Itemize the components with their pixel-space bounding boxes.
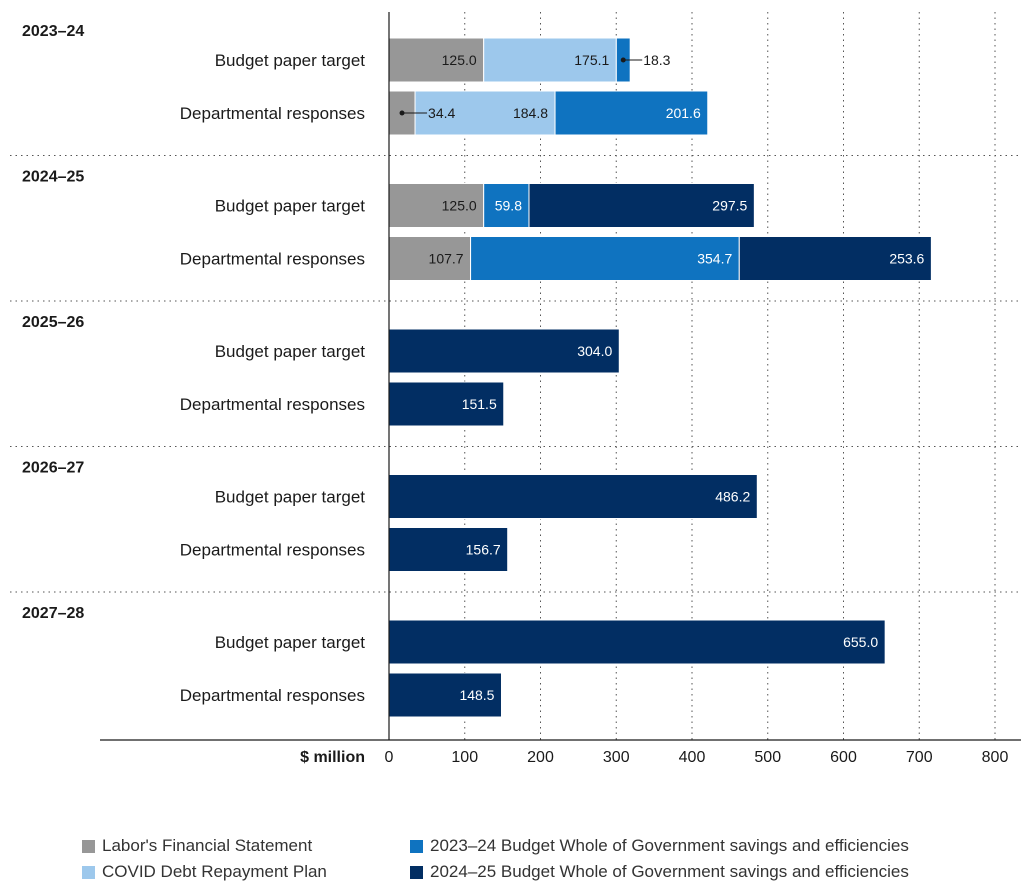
row-label: Budget paper target	[215, 488, 366, 507]
row-label: Budget paper target	[215, 51, 366, 70]
row-label: Budget paper target	[215, 342, 366, 361]
bar-segment	[528, 183, 755, 228]
row-label: Budget paper target	[215, 633, 366, 652]
year-label: 2023–24	[22, 23, 84, 40]
bar-segment	[483, 183, 530, 228]
bar-segment	[738, 236, 932, 281]
row-label: Departmental responses	[180, 250, 365, 269]
data-label: 175.1	[574, 52, 609, 68]
bar-segment	[388, 672, 502, 718]
data-label: 486.2	[715, 489, 750, 505]
legend-swatch	[82, 865, 95, 879]
data-label: 655.0	[843, 634, 878, 650]
stacked-bar-chart: 2023–24 Budget paper target 125.0 175.1 18.3…	[10, 12, 1021, 766]
legend-item: COVID Debt Repayment Plan	[82, 862, 327, 882]
data-label: 297.5	[712, 198, 747, 214]
row-label: Departmental responses	[180, 541, 365, 560]
data-label: 184.8	[513, 105, 548, 121]
data-label: 151.5	[462, 396, 497, 412]
x-axis-title: $ million	[300, 749, 365, 766]
year-label: 2027–28	[22, 605, 84, 622]
data-label: 148.5	[459, 687, 494, 703]
legend-swatch	[410, 865, 423, 879]
x-tick-label: 500	[754, 749, 781, 766]
chart-legend: Labor's Financial Statement COVID Debt Re…	[82, 836, 1021, 885]
row-label: Budget paper target	[215, 197, 366, 216]
bar-segment	[388, 183, 485, 228]
x-tick-label: 0	[385, 749, 394, 766]
bar-segment	[470, 236, 740, 281]
x-tick-label: 800	[982, 749, 1009, 766]
x-tick-label: 400	[679, 749, 706, 766]
year-label: 2026–27	[22, 460, 84, 477]
legend-item: Labor's Financial Statement	[82, 836, 312, 856]
x-tick-label: 200	[527, 749, 554, 766]
row-label: Departmental responses	[180, 395, 365, 414]
row-label: Departmental responses	[180, 686, 365, 705]
data-label: 156.7	[466, 542, 501, 558]
legend-label: 2024–25 Budget Whole of Government savin…	[430, 862, 909, 881]
data-label: 125.0	[442, 52, 477, 68]
legend-label: 2023–24 Budget Whole of Government savin…	[430, 836, 909, 855]
data-label: 18.3	[643, 52, 670, 68]
bar-segment	[388, 236, 472, 281]
x-tick-label: 300	[603, 749, 630, 766]
legend-item: 2024–25 Budget Whole of Government savin…	[410, 862, 909, 882]
data-label: 59.8	[495, 198, 522, 214]
bar-segment	[554, 90, 709, 136]
data-label: 34.4	[428, 105, 455, 121]
data-label: 354.7	[697, 251, 732, 267]
legend-item: 2023–24 Budget Whole of Government savin…	[410, 836, 909, 856]
x-tick-label: 600	[830, 749, 857, 766]
data-label: 107.7	[429, 251, 464, 267]
legend-label: COVID Debt Repayment Plan	[102, 862, 327, 881]
data-label: 125.0	[442, 198, 477, 214]
year-label: 2025–26	[22, 314, 84, 331]
row-label: Departmental responses	[180, 104, 365, 123]
x-tick-label: 100	[451, 749, 478, 766]
x-tick-label: 700	[906, 749, 933, 766]
legend-swatch	[410, 839, 423, 853]
bar-segment	[388, 474, 758, 519]
legend-label: Labor's Financial Statement	[102, 836, 313, 855]
bar-segment	[388, 619, 886, 665]
bar-segment	[483, 37, 617, 83]
data-label: 201.6	[666, 105, 701, 121]
data-label: 253.6	[889, 251, 924, 267]
bar-segment	[388, 328, 620, 374]
legend-swatch	[82, 839, 95, 853]
year-label: 2024–25	[22, 169, 84, 186]
data-label: 304.0	[577, 343, 612, 359]
